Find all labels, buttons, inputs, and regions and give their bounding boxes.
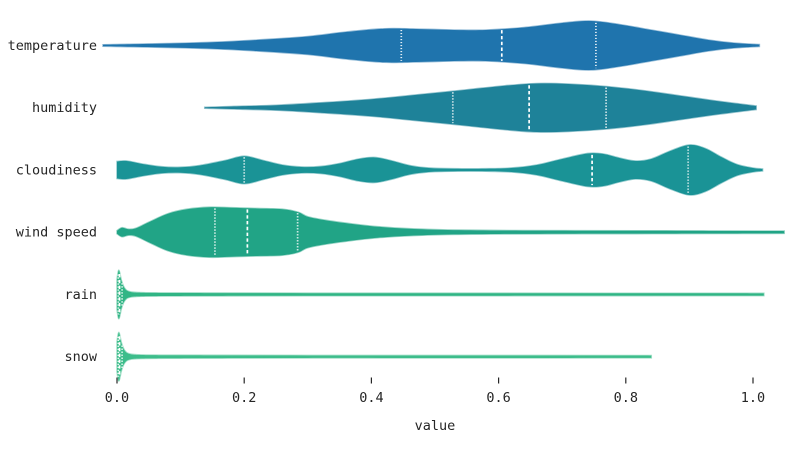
x-axis-title: value <box>415 418 456 434</box>
violin-cloudiness <box>116 144 764 196</box>
x-tick-label-0.8: 0.8 <box>614 390 638 406</box>
category-labels-layer: temperature humidity cloudiness wind speed r… <box>8 38 98 365</box>
y-category-label-rain: rain <box>64 287 97 303</box>
y-category-label-temperature: temperature <box>8 38 97 54</box>
x-tick-label-0.4: 0.4 <box>359 390 383 406</box>
y-category-label-cloudiness: cloudiness <box>16 162 97 178</box>
x-tick-label-1.0: 1.0 <box>741 390 765 406</box>
quartile-lines-layer <box>117 22 689 378</box>
y-category-label-wind-speed: wind speed <box>16 225 97 241</box>
y-category-label-snow: snow <box>64 349 97 365</box>
violin-snow <box>116 331 653 382</box>
violin-rain <box>116 269 765 320</box>
violins-layer <box>102 20 785 382</box>
x-tick-label-0.2: 0.2 <box>232 390 256 406</box>
violin-wind-speed <box>116 206 785 259</box>
x-tick-label-0.6: 0.6 <box>486 390 510 406</box>
violin-humidity <box>203 82 757 133</box>
y-category-label-humidity: humidity <box>32 100 97 116</box>
x-axis-layer: 0.0 0.2 0.4 0.6 0.8 1.0 <box>105 377 765 406</box>
violin-temperature <box>102 20 761 71</box>
x-tick-label-0.0: 0.0 <box>105 390 129 406</box>
